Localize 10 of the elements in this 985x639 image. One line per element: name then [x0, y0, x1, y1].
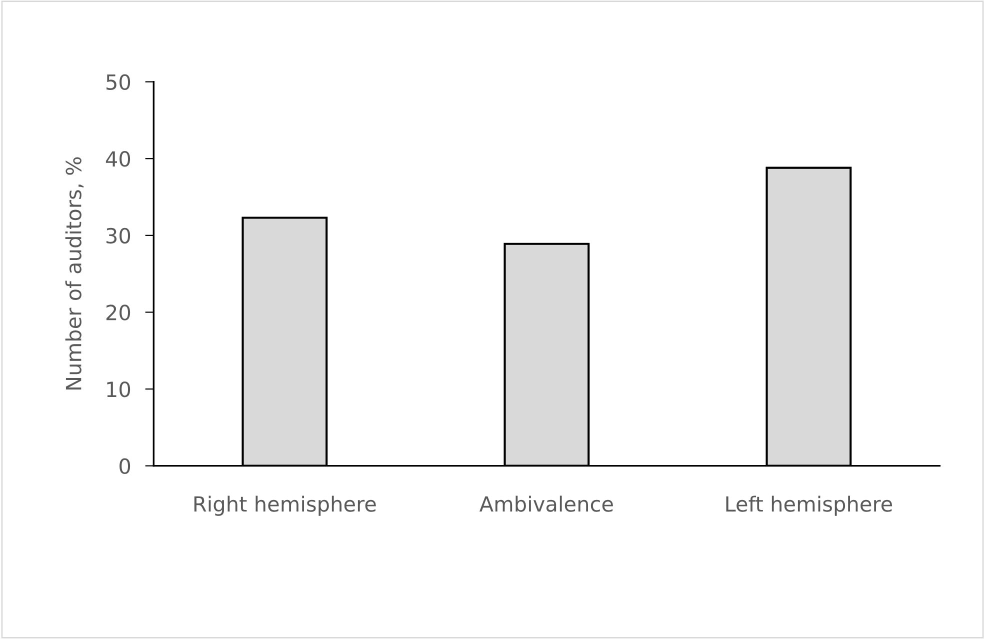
- y-tick-label: 10: [107, 381, 130, 398]
- x-tick-label: Right hemisphere: [194, 496, 376, 516]
- x-tick-label: Left hemisphere: [726, 496, 892, 516]
- y-tick-label: 50: [106, 74, 130, 90]
- y-tick-label: 0: [120, 458, 130, 474]
- y-tick-label: 30: [106, 228, 130, 244]
- y-tick-label: 40: [106, 151, 130, 167]
- x-tick-label: Ambivalence: [479, 496, 613, 512]
- y-tick-label: 20: [106, 304, 130, 320]
- y-axis-title: Number of auditors, %: [65, 157, 84, 390]
